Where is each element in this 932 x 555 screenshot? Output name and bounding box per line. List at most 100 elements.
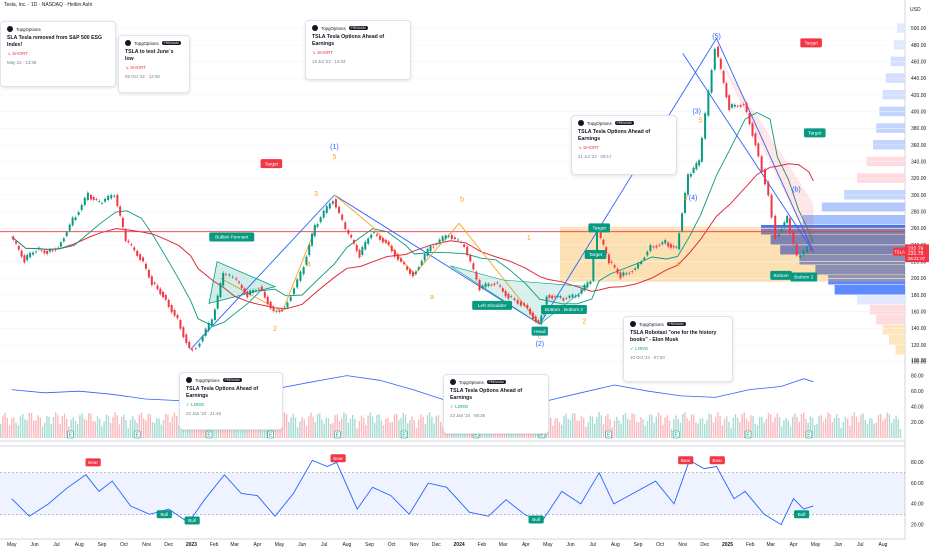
volume-bar	[589, 415, 591, 438]
idea-card[interactable]: TopgOptions PREMIUM TSLA Tesla Options Ah…	[179, 372, 283, 430]
volume-bar	[77, 423, 79, 438]
idea-card[interactable]: TopgOptions SLA Tesla removed from S&P 5…	[0, 21, 116, 87]
idea-card[interactable]: TopgOptions PREMIUM TSLA Tesla Options Ah…	[443, 374, 549, 434]
candle	[381, 238, 384, 243]
price-tick-label: 140.00	[911, 326, 927, 332]
volume-bar	[118, 424, 121, 438]
chart-tag-label: Bullish Pennant	[215, 235, 249, 241]
candle	[596, 230, 599, 257]
volume-bar	[677, 419, 679, 438]
volume-bar	[28, 413, 30, 438]
candle	[308, 244, 311, 256]
candle	[780, 229, 783, 233]
volume-bar	[336, 414, 338, 438]
rsi-divergence-tag	[528, 515, 544, 524]
candle	[367, 238, 370, 244]
volume-bar	[429, 412, 431, 438]
volume-bar	[627, 418, 629, 438]
time-tick-label: May	[7, 542, 17, 548]
volume-bar	[660, 415, 662, 438]
rsi-divergence-tag	[330, 454, 346, 463]
candle	[237, 281, 240, 283]
candle	[319, 217, 322, 223]
volume-bar	[871, 418, 873, 438]
idea-card[interactable]: TopgOptions PREMIUM TSLA Tesla Options Ah…	[305, 20, 411, 80]
volume-bar	[343, 412, 345, 438]
idea-title: TSLA Tesla Options Ahead of Earnings	[312, 34, 385, 47]
mfi-tick-label: 80.00	[911, 373, 924, 379]
volume-bar	[561, 424, 563, 438]
candle	[487, 283, 490, 286]
volume-bar	[836, 414, 838, 438]
candle	[605, 247, 608, 254]
wave-label: 3	[684, 195, 688, 202]
idea-direction: ✓ LONG	[186, 402, 205, 407]
idea-date: 21 Jul '24 · 09:17	[578, 154, 612, 159]
candle	[222, 272, 225, 286]
wave-label: 3	[314, 191, 318, 198]
volume-bar	[365, 424, 367, 438]
candle	[537, 320, 540, 323]
volume-bar	[653, 422, 655, 438]
volume-bar	[873, 423, 875, 438]
time-tick-label: Sep	[634, 542, 643, 548]
idea-card[interactable]: TopgOptions PREMIUM TSLA Robotaxi "one fo…	[623, 316, 733, 382]
prev-price-tag	[905, 250, 929, 263]
volume-bar	[706, 419, 708, 438]
ma-50-line	[11, 111, 814, 327]
volume-bar	[624, 412, 627, 438]
candle	[534, 316, 537, 322]
idea-card[interactable]: TopgOptions PREMIUM TSLA Tesla Options Ah…	[571, 115, 677, 175]
volume-bar	[167, 414, 169, 438]
volume-bar	[393, 414, 396, 438]
time-tick-label: Sep	[365, 542, 374, 548]
volume-bar	[19, 416, 22, 438]
volume-bar	[387, 417, 389, 438]
candle	[390, 245, 393, 252]
currency-label: USD	[910, 7, 921, 13]
candle	[553, 296, 556, 298]
wave-label: (2)	[535, 341, 544, 348]
candle	[364, 241, 367, 250]
time-tick-label: Apr	[254, 542, 262, 548]
volume-bar	[367, 415, 369, 438]
volume-bar	[613, 420, 616, 438]
volume-bar	[640, 417, 642, 438]
candle	[469, 255, 472, 262]
candle	[619, 272, 622, 279]
volume-bar	[695, 422, 697, 438]
volume-bar	[712, 422, 715, 438]
candle	[278, 310, 281, 312]
volume-bar	[704, 424, 706, 438]
idea-direction: ✓ LONG	[450, 404, 469, 409]
idea-title: TSLA Tesla Options Ahead of Earnings	[450, 388, 523, 401]
volume-bar	[880, 414, 882, 438]
wave-label: (1)	[330, 144, 339, 151]
volume-bar	[847, 418, 849, 438]
candle	[289, 296, 292, 301]
author-name: TopgOptions	[639, 321, 664, 327]
candle	[249, 290, 252, 295]
idea-card[interactable]: TopgOptions PREMIUM TSLA to test June`s l…	[118, 35, 190, 93]
volume-bar	[616, 416, 618, 438]
volume-bar	[334, 415, 336, 438]
volume-bar	[864, 419, 866, 438]
volume-bar	[380, 420, 382, 438]
idea-date: 15 Jul '23 · 13:34	[312, 59, 346, 64]
price-tick-label: 360.00	[911, 143, 927, 149]
volume-bar	[734, 414, 737, 438]
time-tick-label: Jul	[53, 542, 59, 548]
candle	[496, 282, 499, 284]
candle	[637, 263, 640, 269]
rsi-divergence-tag	[85, 458, 101, 467]
direction-text: LONG	[455, 404, 469, 409]
time-tick-label: 2025	[722, 542, 733, 548]
candle	[577, 294, 580, 297]
volume-bar	[310, 412, 312, 438]
wave-label: (3)	[692, 108, 701, 115]
volume-bar	[341, 418, 343, 438]
volume-bar	[741, 413, 743, 438]
volume-bar	[572, 413, 574, 438]
